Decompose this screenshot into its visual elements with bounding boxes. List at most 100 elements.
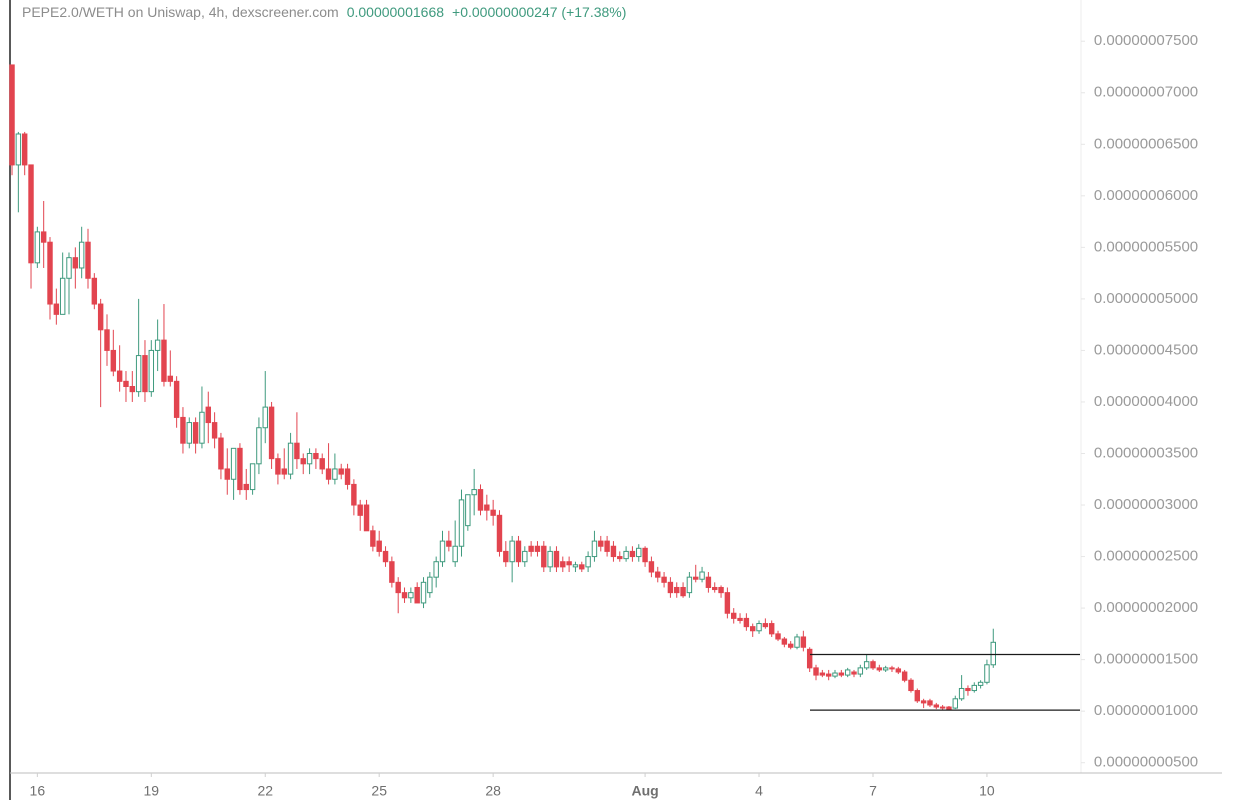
candle-body xyxy=(623,550,629,560)
candle-body xyxy=(629,550,636,558)
candle-body xyxy=(794,636,800,648)
candle-body xyxy=(167,375,174,382)
y-tick-label: 0.00000004000 xyxy=(1094,393,1198,410)
candle-body xyxy=(674,586,680,594)
candle-body xyxy=(389,561,395,583)
x-tick-label: 4 xyxy=(755,783,763,799)
candle-body xyxy=(446,540,452,547)
candle-body xyxy=(313,452,319,460)
candle-body xyxy=(857,667,864,675)
candle-body xyxy=(946,706,952,710)
candle-body xyxy=(484,504,490,511)
candle-body xyxy=(110,349,117,372)
candle-body xyxy=(768,623,775,635)
candle-body xyxy=(154,339,161,351)
candle-body xyxy=(173,380,180,418)
candle-body xyxy=(876,667,883,671)
candle-body xyxy=(363,504,370,532)
candle-body xyxy=(825,673,832,677)
header: PEPE2.0/WETH on Uniswap, 4h, dexscreener… xyxy=(22,4,626,20)
candle-body xyxy=(813,667,819,676)
candle-body xyxy=(952,698,959,709)
candle-body xyxy=(408,592,414,599)
candle-body xyxy=(395,581,401,594)
candle-body xyxy=(199,411,205,444)
candle-body xyxy=(376,540,382,552)
candle-body xyxy=(617,556,623,560)
candle-body xyxy=(91,277,98,305)
candle-body xyxy=(249,463,256,491)
candle-body xyxy=(775,633,781,640)
candle-body xyxy=(72,257,79,269)
candle-body xyxy=(40,231,47,243)
x-tick-label: 22 xyxy=(257,783,273,799)
candle-body xyxy=(528,545,534,552)
candle-body xyxy=(53,303,60,315)
candle-body xyxy=(148,349,155,393)
candle-body xyxy=(509,540,515,563)
candle-body xyxy=(180,416,186,444)
candle-body xyxy=(737,617,743,621)
candle-body xyxy=(237,447,243,491)
y-tick-label: 0.00000001500 xyxy=(1094,651,1198,668)
candle-body xyxy=(427,576,433,594)
candle-body xyxy=(205,406,211,424)
candle-body xyxy=(161,339,167,382)
candle-body xyxy=(863,661,870,669)
candle-body xyxy=(844,669,851,676)
candle-body xyxy=(471,489,477,496)
candle-body xyxy=(762,623,769,628)
candle-body xyxy=(319,458,325,470)
candle-body xyxy=(230,447,237,480)
candle-body xyxy=(439,540,446,563)
candle-body xyxy=(503,550,509,563)
candle-body xyxy=(971,684,977,692)
y-tick-label: 0.00000004500 xyxy=(1094,341,1198,358)
candle-body xyxy=(749,626,756,632)
y-tick-label: 0.00000001000 xyxy=(1094,702,1198,719)
candle-body xyxy=(642,547,648,563)
header-price: 0.00000001668 xyxy=(347,4,445,20)
candle-body xyxy=(572,564,579,568)
candle-body xyxy=(477,489,484,511)
candle-body xyxy=(344,468,351,485)
candle-body xyxy=(895,668,902,673)
candle-body xyxy=(920,700,927,704)
candle-body xyxy=(287,442,294,475)
candle-body xyxy=(718,586,724,594)
candle-body xyxy=(515,540,522,563)
candle-body xyxy=(870,661,876,669)
candle-body xyxy=(59,277,66,315)
candle-body xyxy=(123,380,129,388)
candle-body xyxy=(787,643,794,648)
candle-body xyxy=(901,671,908,681)
candle-body xyxy=(655,571,661,578)
candle-body xyxy=(224,468,230,480)
candle-body xyxy=(534,545,541,552)
candle-body xyxy=(351,483,357,506)
candle-body xyxy=(243,483,249,491)
y-tick-label: 0.00000000500 xyxy=(1094,754,1198,771)
candle-body xyxy=(939,706,946,709)
candle-body xyxy=(705,576,712,588)
candle-body xyxy=(401,592,408,599)
candle-body xyxy=(78,241,85,269)
candle-body xyxy=(211,422,218,439)
x-tick-label: 16 xyxy=(30,783,46,799)
candle-body xyxy=(256,427,262,465)
candle-body xyxy=(661,576,667,583)
candle-body xyxy=(262,406,268,429)
candle-body xyxy=(85,241,91,279)
candle-body xyxy=(357,504,363,516)
y-tick-label: 0.00000007000 xyxy=(1094,84,1198,101)
candle-body xyxy=(914,690,921,702)
candle-body xyxy=(192,422,199,444)
candle-body xyxy=(610,545,617,558)
candle-body xyxy=(34,231,41,264)
candle-body xyxy=(819,672,826,676)
candle-body xyxy=(306,452,313,465)
candle-body xyxy=(325,468,332,480)
candle-body xyxy=(756,623,762,632)
candle-body xyxy=(541,545,547,568)
